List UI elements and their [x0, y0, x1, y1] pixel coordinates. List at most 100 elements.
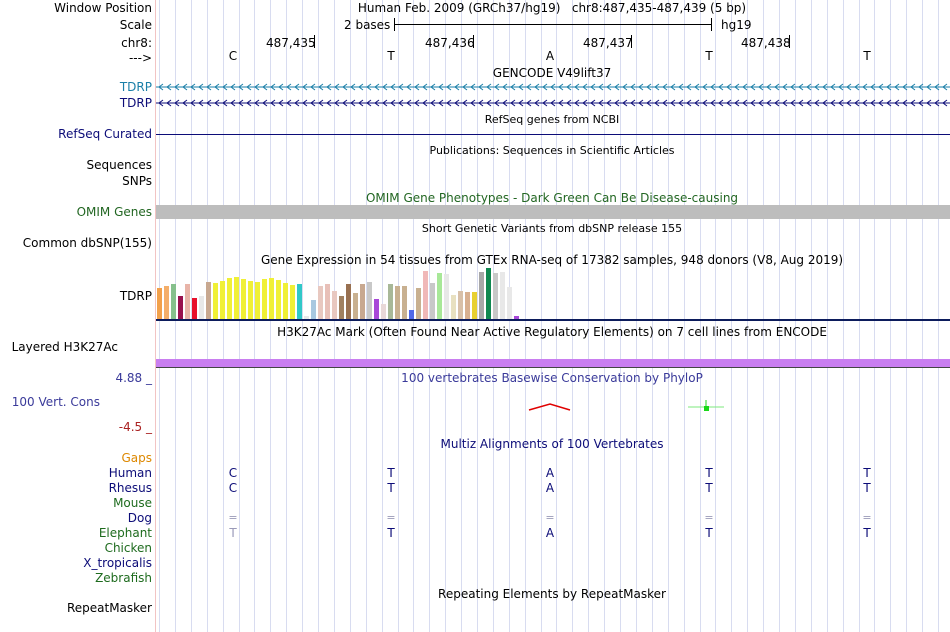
gtex-tissue-bar[interactable] — [479, 272, 484, 319]
gtex-tissue-bar[interactable] — [388, 284, 393, 319]
gtex-tissue-bar[interactable] — [486, 268, 491, 319]
snps-label[interactable]: SNPs — [122, 174, 152, 188]
gtex-tissue-bar[interactable] — [297, 284, 302, 319]
gtex-tissue-bar[interactable] — [192, 298, 197, 319]
chrom-position[interactable]: chr8:487,435-487,439 (5 bp) — [571, 1, 747, 15]
gtex-tissue-bar[interactable] — [346, 284, 351, 319]
dbsnp-track-title: Short Genetic Variants from dbSNP releas… — [421, 222, 683, 235]
strand-chevron — [558, 99, 564, 107]
strand-chevron — [510, 99, 516, 107]
strand-chevron — [414, 83, 420, 91]
refseq-curated-label[interactable]: RefSeq Curated — [58, 127, 152, 141]
gtex-tissue-bar[interactable] — [171, 284, 176, 319]
gtex-tissue-bar[interactable] — [290, 285, 295, 319]
strand-chevron — [334, 83, 340, 91]
strand-chevron — [262, 99, 268, 107]
strand-chevron — [870, 99, 876, 107]
gtex-tissue-bar[interactable] — [500, 272, 505, 319]
gtex-tissue-bar[interactable] — [423, 271, 428, 319]
gtex-tissue-bar[interactable] — [227, 278, 232, 319]
gtex-tissue-bar[interactable] — [199, 296, 204, 319]
common-dbsnp-label[interactable]: Common dbSNP(155) — [22, 236, 152, 250]
gtex-tissue-bar[interactable] — [493, 273, 498, 319]
gtex-tissue-bar[interactable] — [402, 286, 407, 319]
strand-chevron — [526, 83, 532, 91]
gtex-tissue-bar[interactable] — [276, 280, 281, 319]
gtex-tissue-bar[interactable] — [206, 282, 211, 319]
gtex-tissue-bar[interactable] — [451, 295, 456, 319]
gtex-tissue-bar[interactable] — [353, 293, 358, 319]
omim-genes-label[interactable]: OMIM Genes — [76, 205, 152, 219]
gtex-tissue-bar[interactable] — [395, 286, 400, 319]
gtex-tissue-bar[interactable] — [269, 278, 274, 319]
gtex-tissue-bar[interactable] — [465, 292, 470, 319]
strand-chevron — [198, 99, 204, 107]
gtex-tdrp-label[interactable]: TDRP — [119, 289, 152, 303]
gencode-tdrp-label-1[interactable]: TDRP — [119, 80, 152, 94]
vert-cons-label[interactable]: 100 Vert. Cons — [11, 395, 100, 409]
species-rhesus-label[interactable]: Rhesus — [108, 481, 152, 495]
strand-chevron — [326, 83, 332, 91]
gtex-tissue-bar[interactable] — [367, 282, 372, 319]
gtex-tissue-bar[interactable] — [318, 286, 323, 319]
gencode-tdrp-label-2[interactable]: TDRP — [119, 96, 152, 110]
gtex-tissue-bar[interactable] — [374, 299, 379, 319]
gencode-transcripts[interactable] — [156, 80, 950, 110]
strand-chevron — [238, 99, 244, 107]
sequences-label[interactable]: Sequences — [86, 158, 152, 172]
strand-chevron — [886, 83, 892, 91]
gtex-tissue-bar[interactable] — [241, 279, 246, 319]
gtex-tissue-bar[interactable] — [262, 279, 267, 319]
species-zebrafish-label[interactable]: Zebrafish — [95, 571, 152, 585]
gtex-tissue-bar[interactable] — [304, 316, 309, 319]
repeatmasker-label[interactable]: RepeatMasker — [66, 601, 152, 615]
grid-line — [302, 0, 303, 632]
gtex-tissue-bar[interactable] — [416, 288, 421, 319]
species-dog-label[interactable]: Dog — [127, 511, 152, 525]
gtex-tissue-bar[interactable] — [507, 287, 512, 319]
h3k27ac-signal[interactable] — [156, 359, 950, 367]
strand-chevron — [398, 83, 404, 91]
strand-chevron — [510, 83, 516, 91]
gaps-label[interactable]: Gaps — [121, 451, 152, 465]
gtex-tissue-bar[interactable] — [339, 296, 344, 319]
gtex-tissue-bar[interactable] — [332, 291, 337, 319]
browser-track-area[interactable]: Human Feb. 2009 (GRCh37/hg19) chr8:487,4… — [156, 0, 950, 632]
strand-chevron — [550, 99, 556, 107]
gtex-tissue-bar[interactable] — [409, 310, 414, 319]
gtex-tissue-bar[interactable] — [248, 281, 253, 319]
gtex-tissue-bar[interactable] — [213, 283, 218, 319]
gtex-tissue-bar[interactable] — [220, 281, 225, 319]
species-mouse-label[interactable]: Mouse — [113, 496, 152, 510]
gtex-tissue-bar[interactable] — [283, 283, 288, 319]
gtex-tissue-bar[interactable] — [164, 286, 169, 319]
gtex-tissue-bar[interactable] — [311, 300, 316, 319]
gtex-tissue-bar[interactable] — [157, 288, 162, 319]
gtex-tissue-bar[interactable] — [514, 316, 519, 319]
strand-chevron — [846, 99, 852, 107]
species-chicken-label[interactable]: Chicken — [104, 541, 152, 555]
gtex-tissue-bar[interactable] — [360, 284, 365, 319]
strand-chevron — [670, 83, 676, 91]
omim-gene-bar[interactable] — [156, 205, 950, 219]
grid-line — [890, 0, 891, 632]
refseq-transcript-line[interactable] — [156, 134, 950, 135]
gtex-tissue-bar[interactable] — [472, 292, 477, 319]
gtex-tissue-bar[interactable] — [437, 273, 442, 319]
species-elephant-label[interactable]: Elephant — [98, 526, 152, 540]
layered-h3k27ac-label[interactable]: Layered H3K27Ac — [11, 340, 118, 354]
gtex-tissue-bar[interactable] — [255, 282, 260, 319]
gtex-tissue-bar[interactable] — [185, 284, 190, 319]
gtex-tissue-bar[interactable] — [325, 284, 330, 319]
species-xtropicalis-label[interactable]: X_tropicalis — [83, 556, 152, 570]
gtex-tissue-bar[interactable] — [234, 277, 239, 319]
gtex-tissue-bar[interactable] — [444, 274, 449, 319]
species-human-label[interactable]: Human — [108, 466, 152, 480]
gtex-bar-chart[interactable] — [156, 268, 950, 319]
strand-label[interactable]: ---> — [128, 51, 152, 65]
gtex-tissue-bar[interactable] — [458, 291, 463, 319]
gtex-tissue-bar[interactable] — [381, 304, 386, 319]
phylop-signal[interactable] — [156, 398, 950, 418]
gtex-tissue-bar[interactable] — [430, 283, 435, 319]
gtex-tissue-bar[interactable] — [178, 296, 183, 319]
